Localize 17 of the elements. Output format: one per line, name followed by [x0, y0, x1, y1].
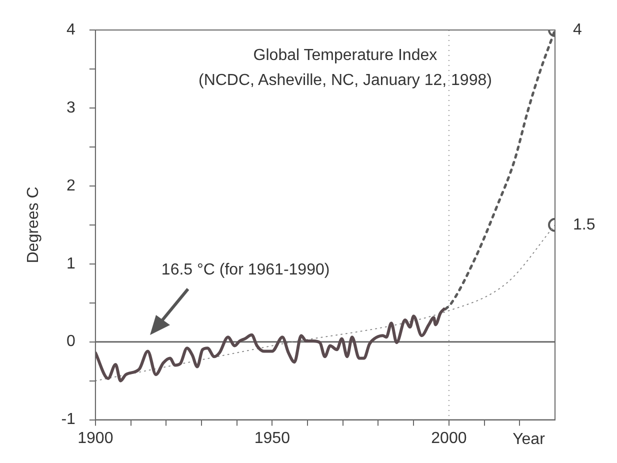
text: Global Temperature Index	[253, 47, 438, 64]
data-label: 1.5	[573, 216, 596, 234]
x-tick-label: 1900	[78, 430, 114, 447]
y-tick-label: 2	[66, 177, 76, 194]
x-axis-title: Year	[512, 431, 546, 448]
annotation: 16.5 °C (for 1961-1990)	[161, 261, 330, 278]
y-axis-title: Degrees C	[25, 186, 42, 264]
x-tick-label: 1950	[254, 430, 290, 447]
line-series	[95, 308, 446, 382]
y-tick-label: 1	[66, 255, 76, 272]
x-tick-label: 2000	[431, 430, 467, 447]
y-tick-label: 4	[66, 21, 76, 38]
y-tick-label: 3	[66, 99, 76, 116]
y-tick-label: 0	[66, 333, 76, 350]
data-label: 4	[573, 21, 582, 38]
y-tick-label: -1	[61, 411, 76, 428]
text: (NCDC, Asheville, NC, January 12, 1998)	[198, 72, 492, 89]
